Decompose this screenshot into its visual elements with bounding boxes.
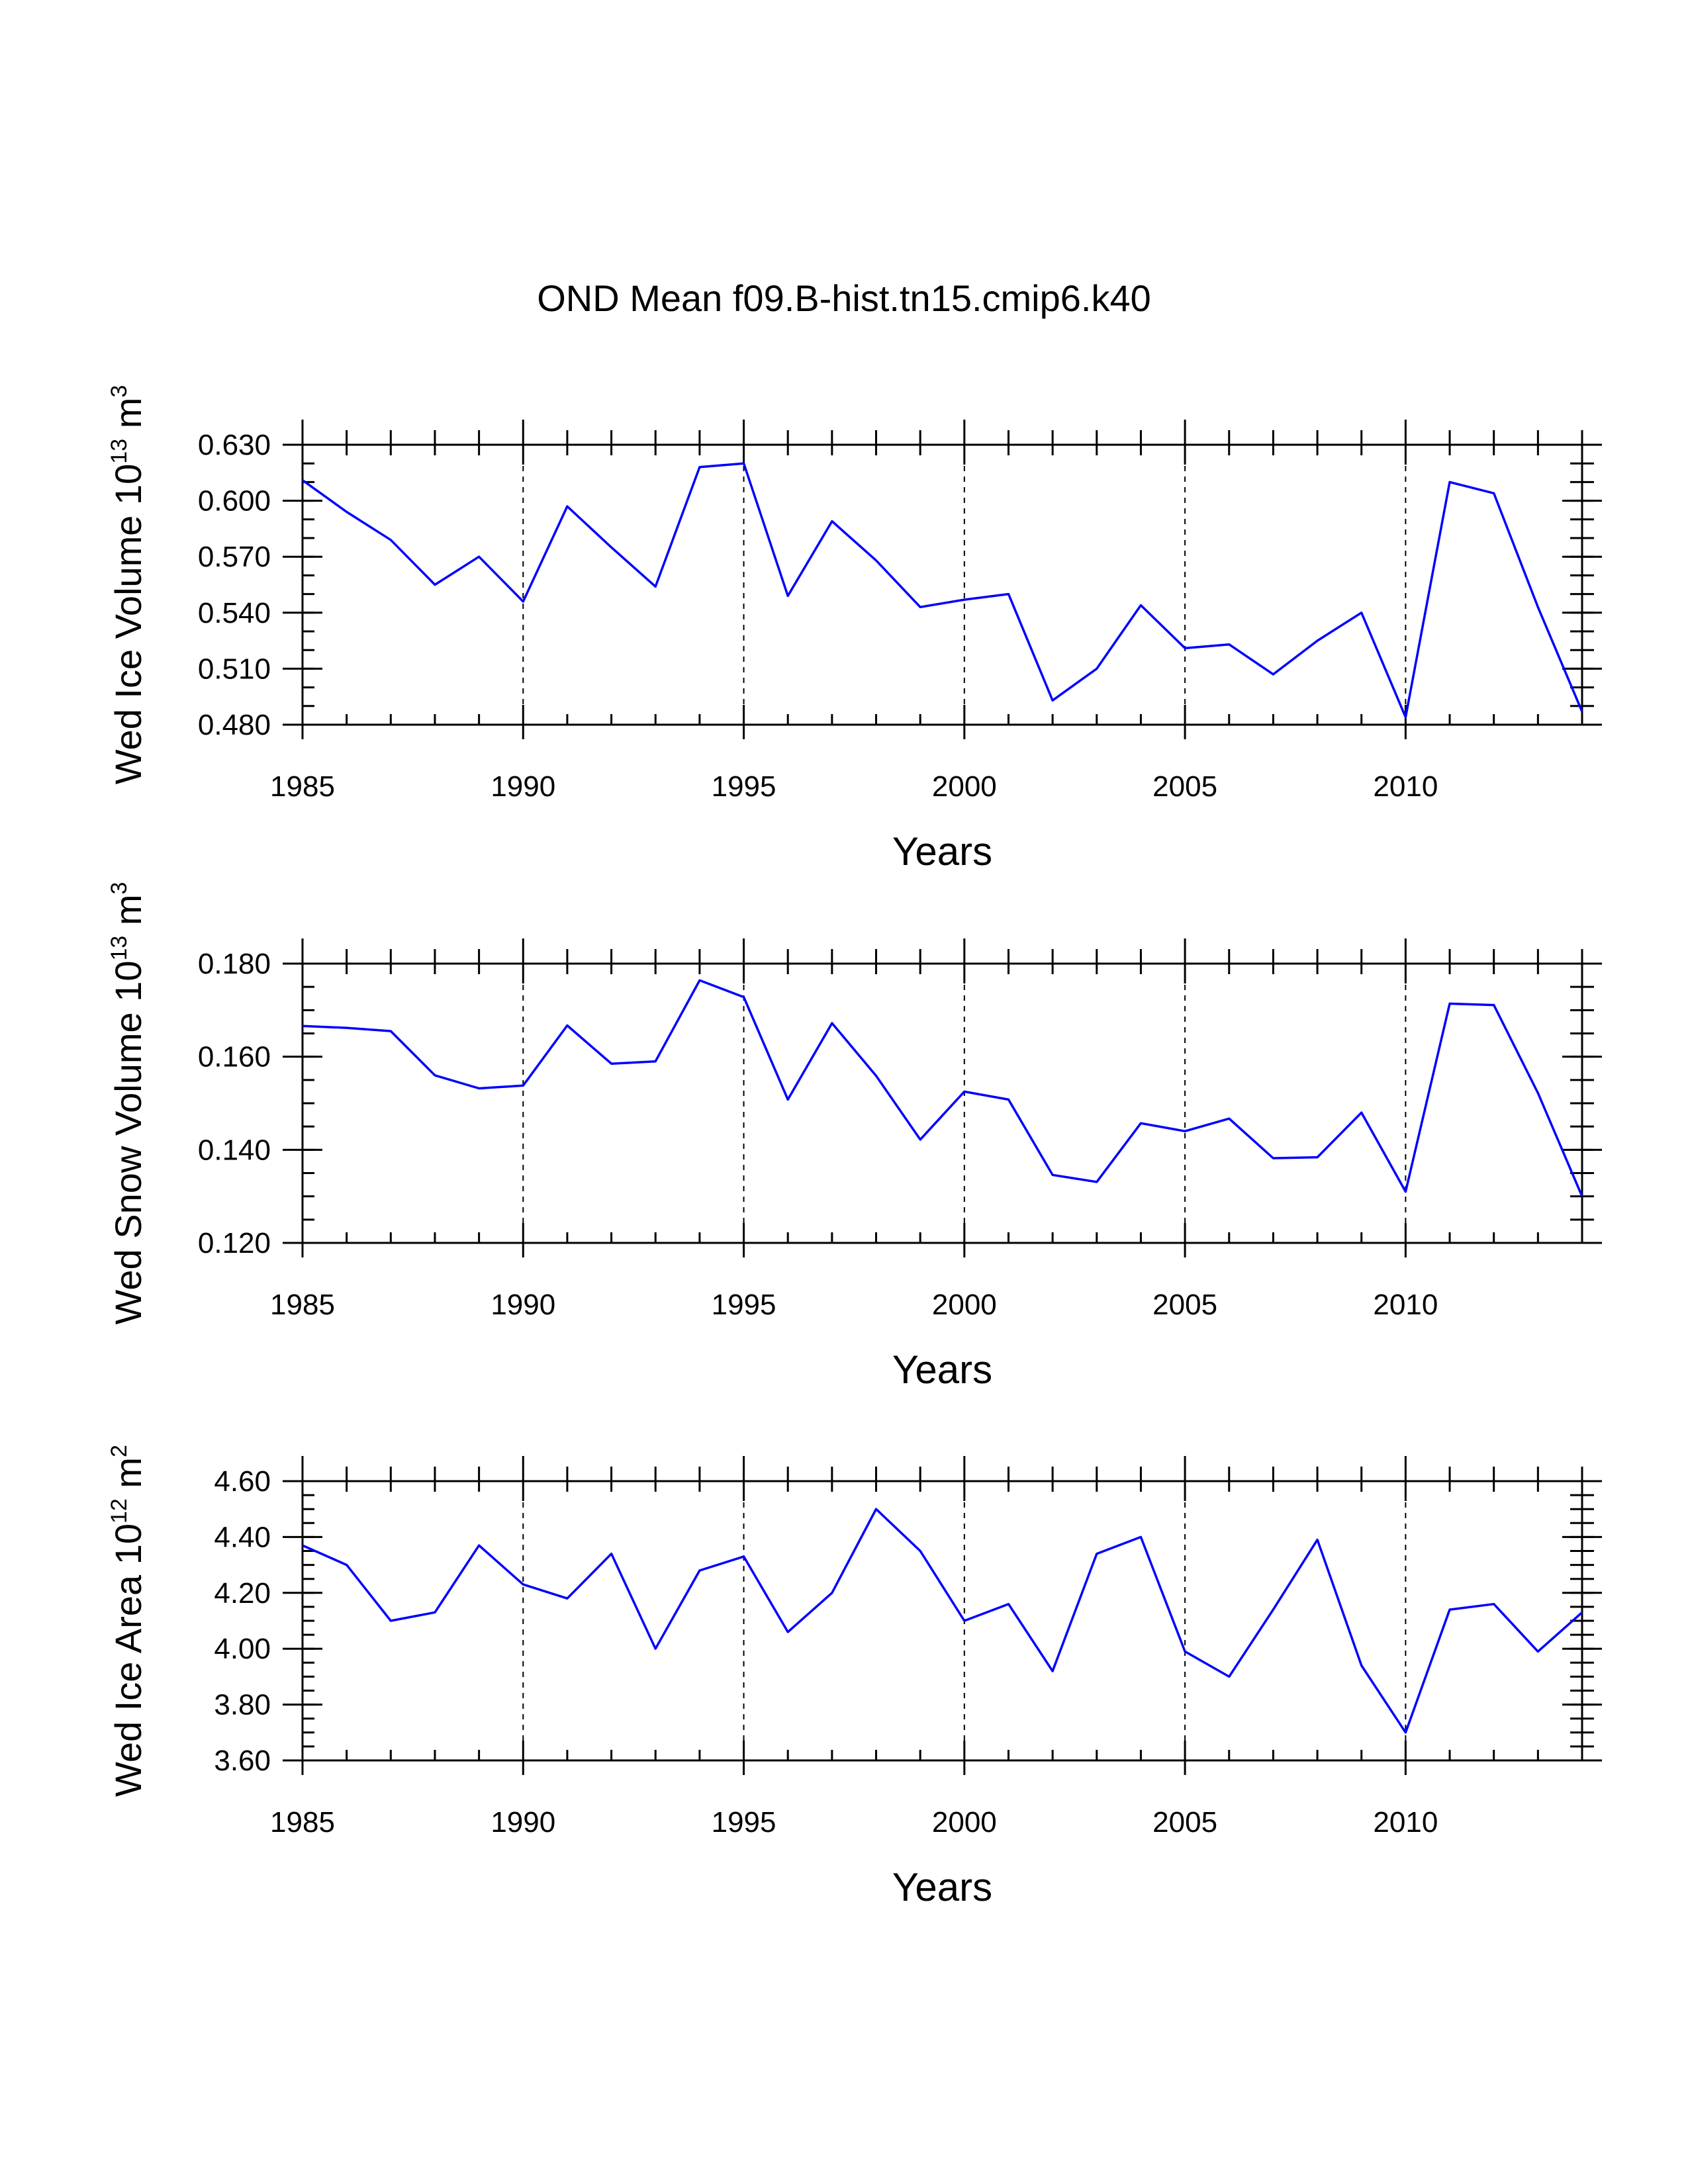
x-axis-label: Years bbox=[892, 1865, 992, 1909]
y-tick-label: 3.60 bbox=[214, 1745, 271, 1777]
x-tick-label: 2000 bbox=[932, 1289, 997, 1321]
x-tick-label: 1985 bbox=[270, 770, 335, 803]
y-axis-label-unit-exp: 3 bbox=[107, 882, 132, 895]
y-tick-label: 4.00 bbox=[214, 1633, 271, 1665]
y-axis-label-exp: 12 bbox=[107, 1498, 132, 1524]
y-tick-label: 0.570 bbox=[198, 541, 271, 573]
y-tick-label: 3.80 bbox=[214, 1689, 271, 1721]
x-tick-label: 2005 bbox=[1152, 770, 1217, 803]
panel-ice-area: 3.60 3.80 4.00 4.20 4.40 4.60 1985 1990 1995 2000… bbox=[107, 1445, 1602, 1909]
x-tick-label: 1990 bbox=[491, 1806, 555, 1839]
y-axis-label-exp: 13 bbox=[107, 936, 132, 961]
y-axis-label-unit-exp: 3 bbox=[107, 385, 132, 398]
x-tick-label: 2010 bbox=[1373, 1289, 1438, 1321]
y-axis-label: Wed Ice Area 1012 m2 bbox=[107, 1445, 149, 1797]
x-tick-label: 1995 bbox=[712, 770, 776, 803]
y-tick-label: 0.140 bbox=[198, 1134, 271, 1166]
x-tick-label: 2000 bbox=[932, 770, 997, 803]
y-axis-label-text: Wed Snow Volume 10 bbox=[107, 961, 149, 1325]
y-axis-label-unit: m bbox=[107, 398, 149, 439]
panel-snow-volume: 0.120 0.140 0.160 0.180 1985 1990 1995 2000 2005… bbox=[107, 882, 1602, 1392]
y-tick-label: 0.630 bbox=[198, 429, 271, 461]
y-axis-label-unit: m bbox=[107, 894, 149, 935]
y-tick-label: 0.180 bbox=[198, 948, 271, 980]
x-tick-label: 2000 bbox=[932, 1806, 997, 1839]
series-line-ice-area bbox=[302, 1508, 1583, 1734]
x-tick-label: 2005 bbox=[1152, 1289, 1217, 1321]
y-tick-label: 4.40 bbox=[214, 1521, 271, 1553]
y-axis-label: Wed Ice Volume 1013 m3 bbox=[107, 385, 149, 785]
x-tick-label: 1985 bbox=[270, 1806, 335, 1839]
x-tick-label: 1990 bbox=[491, 1289, 555, 1321]
y-axis-label-text: Wed Ice Volume 10 bbox=[107, 464, 149, 785]
y-axis-label: Wed Snow Volume 1013 m3 bbox=[107, 882, 149, 1325]
y-tick-label: 0.540 bbox=[198, 597, 271, 629]
y-axis-label-text: Wed Ice Area 10 bbox=[107, 1524, 149, 1797]
chart-title: OND Mean f09.B-hist.tn15.cmip6.k40 bbox=[537, 277, 1151, 319]
x-axis-label: Years bbox=[892, 829, 992, 874]
panel-ice-volume: 0.480 0.510 0.540 0.570 0.600 0.630 1985 1990 19… bbox=[107, 385, 1602, 874]
x-tick-label: 1995 bbox=[712, 1806, 776, 1839]
plot-frame bbox=[301, 443, 1583, 726]
plot-frame bbox=[301, 1480, 1583, 1762]
y-tick-label: 0.600 bbox=[198, 485, 271, 518]
x-tick-label: 2010 bbox=[1373, 770, 1438, 803]
x-tick-label: 2005 bbox=[1152, 1806, 1217, 1839]
y-axis-label-unit-exp: 2 bbox=[107, 1445, 132, 1457]
y-tick-label: 0.510 bbox=[198, 653, 271, 685]
x-tick-label: 1995 bbox=[712, 1289, 776, 1321]
y-tick-label: 0.160 bbox=[198, 1041, 271, 1073]
x-tick-label: 2010 bbox=[1373, 1806, 1438, 1839]
series-line-snow-volume bbox=[302, 979, 1583, 1197]
x-tick-label: 1985 bbox=[270, 1289, 335, 1321]
y-tick-label: 0.120 bbox=[198, 1227, 271, 1259]
y-tick-label: 4.60 bbox=[214, 1465, 271, 1498]
plot-frame bbox=[301, 962, 1583, 1244]
y-tick-label: 0.480 bbox=[198, 709, 271, 741]
series-line-ice-volume bbox=[301, 462, 1583, 719]
x-axis-label: Years bbox=[892, 1347, 992, 1392]
x-tick-label: 1990 bbox=[491, 770, 555, 803]
y-tick-label: 4.20 bbox=[214, 1577, 271, 1610]
y-axis-label-exp: 13 bbox=[107, 439, 132, 464]
y-axis-label-unit: m bbox=[107, 1457, 149, 1498]
